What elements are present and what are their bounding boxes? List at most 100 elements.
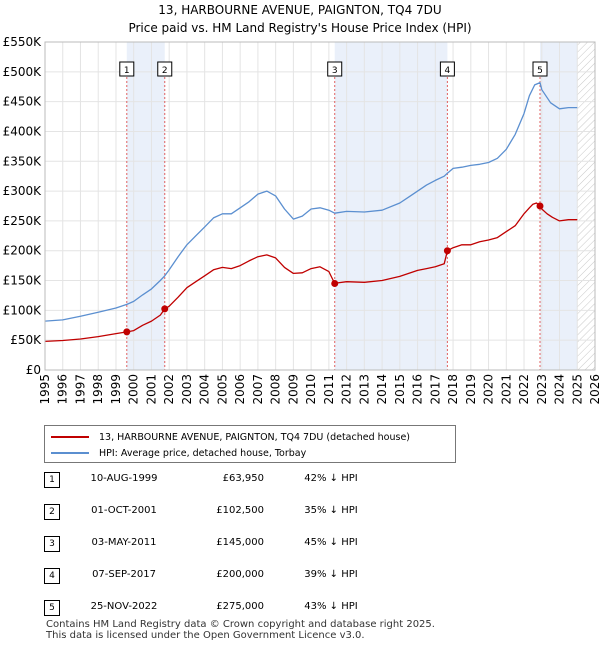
sale-marker-label: 1 xyxy=(124,66,130,76)
x-tick-label: 2003 xyxy=(180,374,194,405)
sale-row: 4 07-SEP-2017 £200,000 39% ↓ HPI xyxy=(44,568,404,584)
sale-point xyxy=(331,280,339,288)
x-tick-label: 2002 xyxy=(162,374,176,405)
x-tick-label: 2010 xyxy=(304,374,318,405)
y-tick-label: £350K xyxy=(3,154,43,168)
sale-marker-box xyxy=(157,61,173,77)
x-tick-label: 2000 xyxy=(127,374,141,405)
sale-marker-label: 5 xyxy=(537,66,543,76)
chart-title: 13, HARBOURNE AVENUE, PAIGNTON, TQ4 7DU xyxy=(158,3,441,17)
x-tick-label: 2026 xyxy=(588,374,600,405)
x-tick-label: 2005 xyxy=(215,374,229,405)
legend-label-property: 13, HARBOURNE AVENUE, PAIGNTON, TQ4 7DU … xyxy=(99,431,410,443)
x-tick-label: 2013 xyxy=(357,374,371,405)
sale-date: 03-MAY-2011 xyxy=(91,537,157,548)
x-tick-label: 2007 xyxy=(251,374,265,405)
sale-number-badge: 3 xyxy=(44,536,60,552)
x-tick-label: 2025 xyxy=(570,374,584,405)
x-tick-label: 1996 xyxy=(56,374,70,405)
sale-date: 07-SEP-2017 xyxy=(92,569,156,580)
sale-row: 2 01-OCT-2001 £102,500 35% ↓ HPI xyxy=(44,504,404,520)
x-tick-label: 2004 xyxy=(198,374,212,405)
sale-marker-label: 2 xyxy=(162,66,168,76)
ownership-span xyxy=(126,42,165,370)
hpi-series-line xyxy=(44,81,578,322)
sale-point xyxy=(123,328,131,336)
x-tick-label: 2023 xyxy=(535,374,549,405)
x-tick-label: 1995 xyxy=(38,374,52,405)
x-tick-label: 1998 xyxy=(91,374,105,405)
plot-border xyxy=(44,41,596,371)
sale-number-badge: 1 xyxy=(44,472,60,488)
future-region xyxy=(577,42,595,370)
x-tick-label: 2022 xyxy=(517,374,531,405)
chart-legend: 13, HARBOURNE AVENUE, PAIGNTON, TQ4 7DU … xyxy=(44,425,456,463)
x-tick-label: 2020 xyxy=(482,374,496,405)
sale-marker-box xyxy=(532,61,548,77)
sale-point xyxy=(443,247,451,255)
sale-price: £63,950 xyxy=(222,473,264,484)
sale-marker-box xyxy=(327,61,343,77)
x-tick-label: 2006 xyxy=(233,374,247,405)
sale-hpi-diff: 39% ↓ HPI xyxy=(304,569,358,580)
sale-hpi-diff: 42% ↓ HPI xyxy=(304,473,358,484)
sale-row: 5 25-NOV-2022 £275,000 43% ↓ HPI xyxy=(44,600,404,616)
x-tick-label: 2017 xyxy=(428,374,442,405)
y-tick-label: £500K xyxy=(3,65,43,79)
y-tick-label: £250K xyxy=(3,214,43,228)
sale-number-badge: 2 xyxy=(44,504,60,520)
sale-marker-label: 4 xyxy=(445,66,451,76)
sale-hpi-diff: 45% ↓ HPI xyxy=(304,537,358,548)
x-tick-label: 2001 xyxy=(144,374,158,405)
y-tick-label: £550K xyxy=(3,35,43,49)
x-tick-label: 2024 xyxy=(553,374,567,405)
x-tick-label: 1997 xyxy=(73,374,87,405)
y-tick-label: £300K xyxy=(3,184,43,198)
sale-date: 01-OCT-2001 xyxy=(91,505,157,516)
sale-hpi-diff: 43% ↓ HPI xyxy=(304,601,358,612)
sale-number-badge: 5 xyxy=(44,600,60,616)
y-tick-label: £100K xyxy=(3,303,43,317)
y-tick-label: £50K xyxy=(10,333,42,347)
x-tick-label: 2014 xyxy=(375,374,389,405)
x-tick-label: 2019 xyxy=(464,374,478,405)
sale-price: £145,000 xyxy=(216,537,264,548)
y-tick-label: £200K xyxy=(3,244,43,258)
footer-copyright: Contains HM Land Registry data © Crown c… xyxy=(46,619,435,630)
x-tick-label: 2021 xyxy=(499,374,513,405)
y-tick-label: £450K xyxy=(3,95,43,109)
x-tick-label: 2018 xyxy=(446,374,460,405)
x-tick-label: 2011 xyxy=(322,374,336,405)
legend-item-property: 13, HARBOURNE AVENUE, PAIGNTON, TQ4 7DU … xyxy=(51,429,410,445)
sale-marker-box xyxy=(439,61,455,77)
ownership-span xyxy=(540,42,578,370)
legend-label-hpi: HPI: Average price, detached house, Torb… xyxy=(99,447,307,459)
y-tick-label: £150K xyxy=(3,274,43,288)
y-tick-label: £0 xyxy=(26,363,41,377)
x-tick-label: 2016 xyxy=(411,374,425,405)
sale-marker-box xyxy=(119,61,135,77)
y-tick-label: £400K xyxy=(3,124,43,138)
price-chart: 13, HARBOURNE AVENUE, PAIGNTON, TQ4 7DU P… xyxy=(3,3,600,405)
footer-attribution: Contains HM Land Registry data © Crown c… xyxy=(46,619,435,641)
sale-row: 1 10-AUG-1999 £63,950 42% ↓ HPI xyxy=(44,472,404,488)
x-tick-label: 2009 xyxy=(286,374,300,405)
sale-price: £275,000 xyxy=(216,601,264,612)
sale-number-badge: 4 xyxy=(44,568,60,584)
sale-price: £200,000 xyxy=(216,569,264,580)
x-tick-label: 1999 xyxy=(109,374,123,405)
x-tick-label: 2008 xyxy=(269,374,283,405)
sale-marker-label: 3 xyxy=(332,66,338,76)
legend-item-hpi: HPI: Average price, detached house, Torb… xyxy=(51,445,306,461)
sale-point xyxy=(536,202,544,210)
legend-swatch-property xyxy=(51,436,89,438)
sale-date: 10-AUG-1999 xyxy=(90,473,158,484)
sale-row: 3 03-MAY-2011 £145,000 45% ↓ HPI xyxy=(44,536,404,552)
sale-hpi-diff: 35% ↓ HPI xyxy=(304,505,358,516)
chart-subtitle: Price paid vs. HM Land Registry's House … xyxy=(128,21,471,35)
legend-swatch-hpi xyxy=(51,452,89,454)
sale-point xyxy=(161,305,169,313)
x-tick-label: 2012 xyxy=(340,374,354,405)
sale-price: £102,500 xyxy=(216,505,264,516)
sale-date: 25-NOV-2022 xyxy=(90,601,158,612)
